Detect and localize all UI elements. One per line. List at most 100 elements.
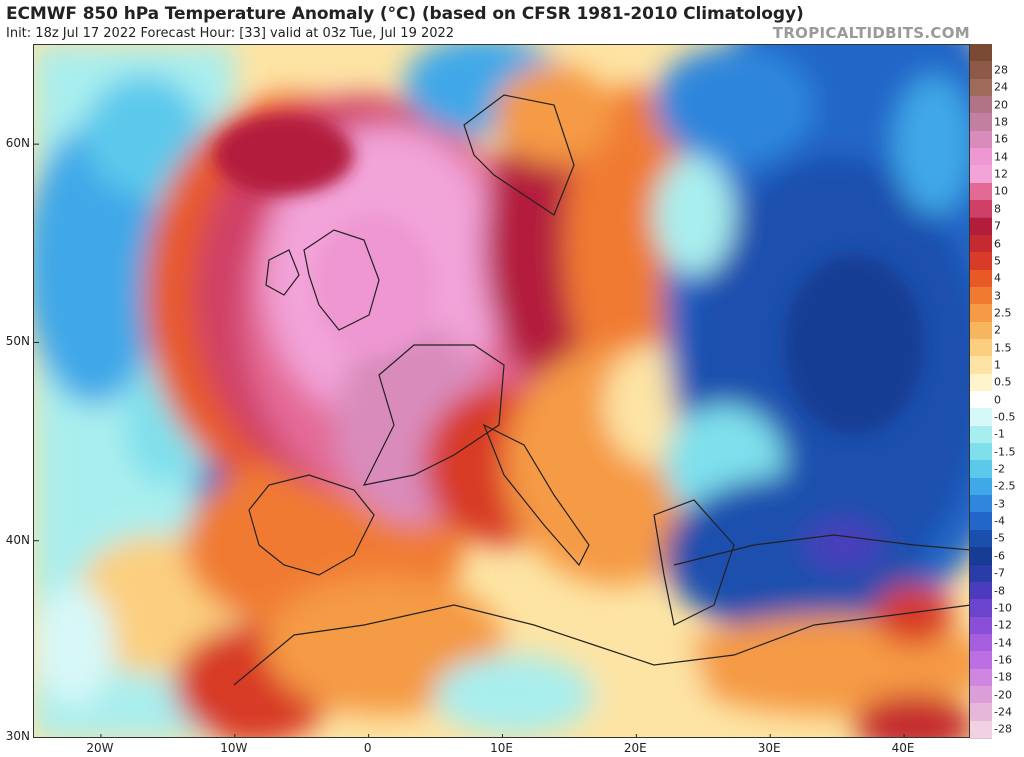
lon-label-10w: 10W bbox=[220, 741, 248, 755]
legend-swatch bbox=[970, 96, 992, 115]
legend-entry: -8 bbox=[970, 581, 1024, 601]
legend-entry: 6 bbox=[970, 234, 1024, 254]
legend-label: -2 bbox=[994, 462, 1005, 476]
legend-entry: -3 bbox=[970, 495, 1024, 514]
anomaly-field bbox=[34, 45, 969, 737]
legend-swatch bbox=[970, 304, 992, 323]
legend-label: 1 bbox=[994, 358, 1001, 372]
legend-label: -3 bbox=[994, 497, 1005, 511]
legend-swatch bbox=[970, 477, 992, 497]
legend-swatch bbox=[970, 616, 992, 635]
lon-label-40e: 40E bbox=[891, 741, 915, 755]
legend-label: -7 bbox=[994, 566, 1005, 580]
graticule bbox=[34, 143, 905, 737]
forecast-info: Init: 18z Jul 17 2022 Forecast Hour: [33… bbox=[6, 26, 455, 41]
legend-entry: 0 bbox=[970, 391, 1024, 410]
legend-swatch bbox=[970, 321, 992, 340]
legend-entry: -7 bbox=[970, 564, 1024, 583]
legend-swatch bbox=[970, 425, 992, 445]
legend-entry: 14 bbox=[970, 148, 1024, 167]
legend-swatch bbox=[970, 234, 992, 254]
legend-entry: -18 bbox=[970, 668, 1024, 687]
lat-label-50n: 50N bbox=[5, 334, 30, 349]
legend-label: -6 bbox=[994, 549, 1005, 563]
legend-label: -2.5 bbox=[994, 479, 1016, 493]
legend-label: 24 bbox=[994, 80, 1008, 94]
legend-label: -14 bbox=[994, 636, 1012, 650]
legend-label: 3 bbox=[994, 289, 1001, 303]
legend-entry: 18 bbox=[970, 113, 1024, 132]
legend-label: 12 bbox=[994, 167, 1008, 181]
lat-label-40n: 40N bbox=[5, 532, 30, 547]
legend-label: -10 bbox=[994, 601, 1012, 615]
legend-entry: 28 bbox=[970, 61, 1024, 80]
legend-label: -5 bbox=[994, 531, 1005, 545]
legend-swatch bbox=[970, 408, 992, 427]
north-africa-coast bbox=[233, 604, 969, 686]
legend-swatch bbox=[970, 633, 992, 653]
legend-swatch bbox=[970, 373, 992, 392]
iberia-coast bbox=[248, 474, 375, 576]
legend-swatch bbox=[970, 130, 992, 150]
legend-entry: -10 bbox=[970, 599, 1024, 618]
legend-swatch bbox=[970, 443, 992, 462]
legend-swatch bbox=[970, 286, 992, 306]
legend-entry: -28 bbox=[970, 720, 1024, 739]
legend-swatch bbox=[970, 182, 992, 202]
legend-swatch bbox=[970, 391, 992, 410]
lon-label-20w: 20W bbox=[86, 741, 114, 755]
legend-label: -18 bbox=[994, 670, 1012, 684]
legend-entry: 1 bbox=[970, 356, 1024, 375]
black-sea-coast bbox=[673, 534, 969, 566]
legend-swatch bbox=[970, 356, 992, 375]
legend-swatch bbox=[970, 148, 992, 167]
legend-entry: 20 bbox=[970, 96, 1024, 115]
legend-swatch bbox=[970, 651, 992, 670]
legend-label: 0 bbox=[994, 393, 1001, 407]
italy-coast bbox=[482, 423, 590, 567]
legend-entry: -5 bbox=[970, 529, 1024, 549]
ireland-coast bbox=[265, 249, 300, 296]
legend-entry bbox=[970, 44, 1024, 63]
source-watermark: TROPICALTIDBITS.COM bbox=[772, 24, 970, 42]
legend-label: -0.5 bbox=[994, 410, 1016, 424]
legend-entry: 2 bbox=[970, 321, 1024, 340]
legend-label: -1.5 bbox=[994, 445, 1016, 459]
legend-swatch bbox=[970, 495, 992, 514]
legend-entry: -16 bbox=[970, 651, 1024, 670]
legend-label: 20 bbox=[994, 98, 1008, 112]
legend-label: 28 bbox=[994, 63, 1008, 77]
legend-label: 8 bbox=[994, 202, 1001, 216]
legend-entry: 4 bbox=[970, 269, 1024, 288]
legend-label: -1 bbox=[994, 427, 1005, 441]
france-coast bbox=[362, 344, 505, 486]
balkans-coast bbox=[653, 499, 735, 626]
legend-swatch bbox=[970, 547, 992, 566]
legend-swatch bbox=[970, 217, 992, 236]
legend-swatch bbox=[970, 581, 992, 601]
lon-label-30e: 30E bbox=[757, 741, 781, 755]
lon-label-10e: 10E bbox=[490, 741, 513, 755]
legend-swatch bbox=[970, 61, 992, 80]
legend-label: 4 bbox=[994, 271, 1001, 285]
legend-swatch bbox=[970, 113, 992, 132]
legend-swatch bbox=[970, 685, 992, 705]
legend-swatch bbox=[970, 668, 992, 687]
legend-swatch bbox=[970, 269, 992, 288]
legend-label: 18 bbox=[994, 115, 1008, 129]
legend-label: 2 bbox=[994, 323, 1001, 337]
anomaly-cores bbox=[214, 115, 924, 435]
color-scale-legend: 28 24 20 18 16 14 12 10 8 7 6 5 4 3 2.5 2 1.5 1 0.5 0 -0.5 -1… bbox=[970, 44, 1024, 739]
legend-entry: -12 bbox=[970, 616, 1024, 635]
legend-swatch bbox=[970, 564, 992, 583]
chart-title: ECMWF 850 hPa Temperature Anomaly (°C) (… bbox=[6, 4, 804, 24]
legend-label: 0.5 bbox=[994, 375, 1012, 389]
legend-entry: 16 bbox=[970, 130, 1024, 150]
anomaly-map bbox=[33, 44, 970, 738]
lon-label-20e: 20E bbox=[623, 741, 647, 755]
legend-label: 14 bbox=[994, 150, 1008, 164]
legend-entry: -4 bbox=[970, 512, 1024, 531]
legend-swatch bbox=[970, 599, 992, 618]
legend-swatch bbox=[970, 512, 992, 531]
scandinavia-coast bbox=[463, 94, 575, 216]
